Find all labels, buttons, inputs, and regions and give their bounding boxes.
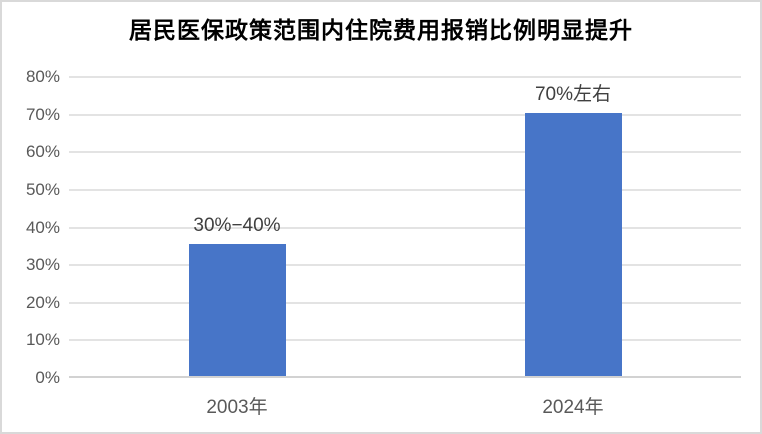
gridline bbox=[69, 301, 741, 304]
gridline bbox=[69, 151, 741, 154]
bar-value-label: 30%−40% bbox=[193, 215, 281, 237]
y-tick-label: 50% bbox=[25, 179, 60, 199]
y-tick-label: 0% bbox=[35, 368, 60, 387]
y-tick-label: 60% bbox=[25, 142, 60, 162]
y-tick-label: 80% bbox=[25, 67, 60, 86]
plot-area bbox=[69, 76, 741, 378]
y-tick-label: 40% bbox=[25, 217, 60, 237]
y-tick-label: 10% bbox=[25, 330, 60, 350]
x-axis-label: 2024年 bbox=[542, 397, 604, 418]
gridline bbox=[69, 339, 741, 342]
y-tick-label: 70% bbox=[25, 104, 60, 124]
x-axis-label: 2003年 bbox=[206, 397, 268, 418]
gridline bbox=[69, 226, 741, 229]
gridline bbox=[69, 188, 741, 191]
gridline bbox=[69, 76, 741, 78]
gridline bbox=[69, 113, 741, 116]
bar-value-label: 70%左右 bbox=[534, 83, 612, 105]
y-tick-label: 30% bbox=[25, 255, 60, 275]
bar bbox=[188, 244, 286, 376]
gridline bbox=[69, 264, 741, 267]
y-tick-label: 20% bbox=[25, 292, 60, 312]
bar bbox=[524, 112, 622, 376]
chart-title: 居民医保政策范围内住院费用报销比例明显提升 bbox=[129, 17, 633, 43]
